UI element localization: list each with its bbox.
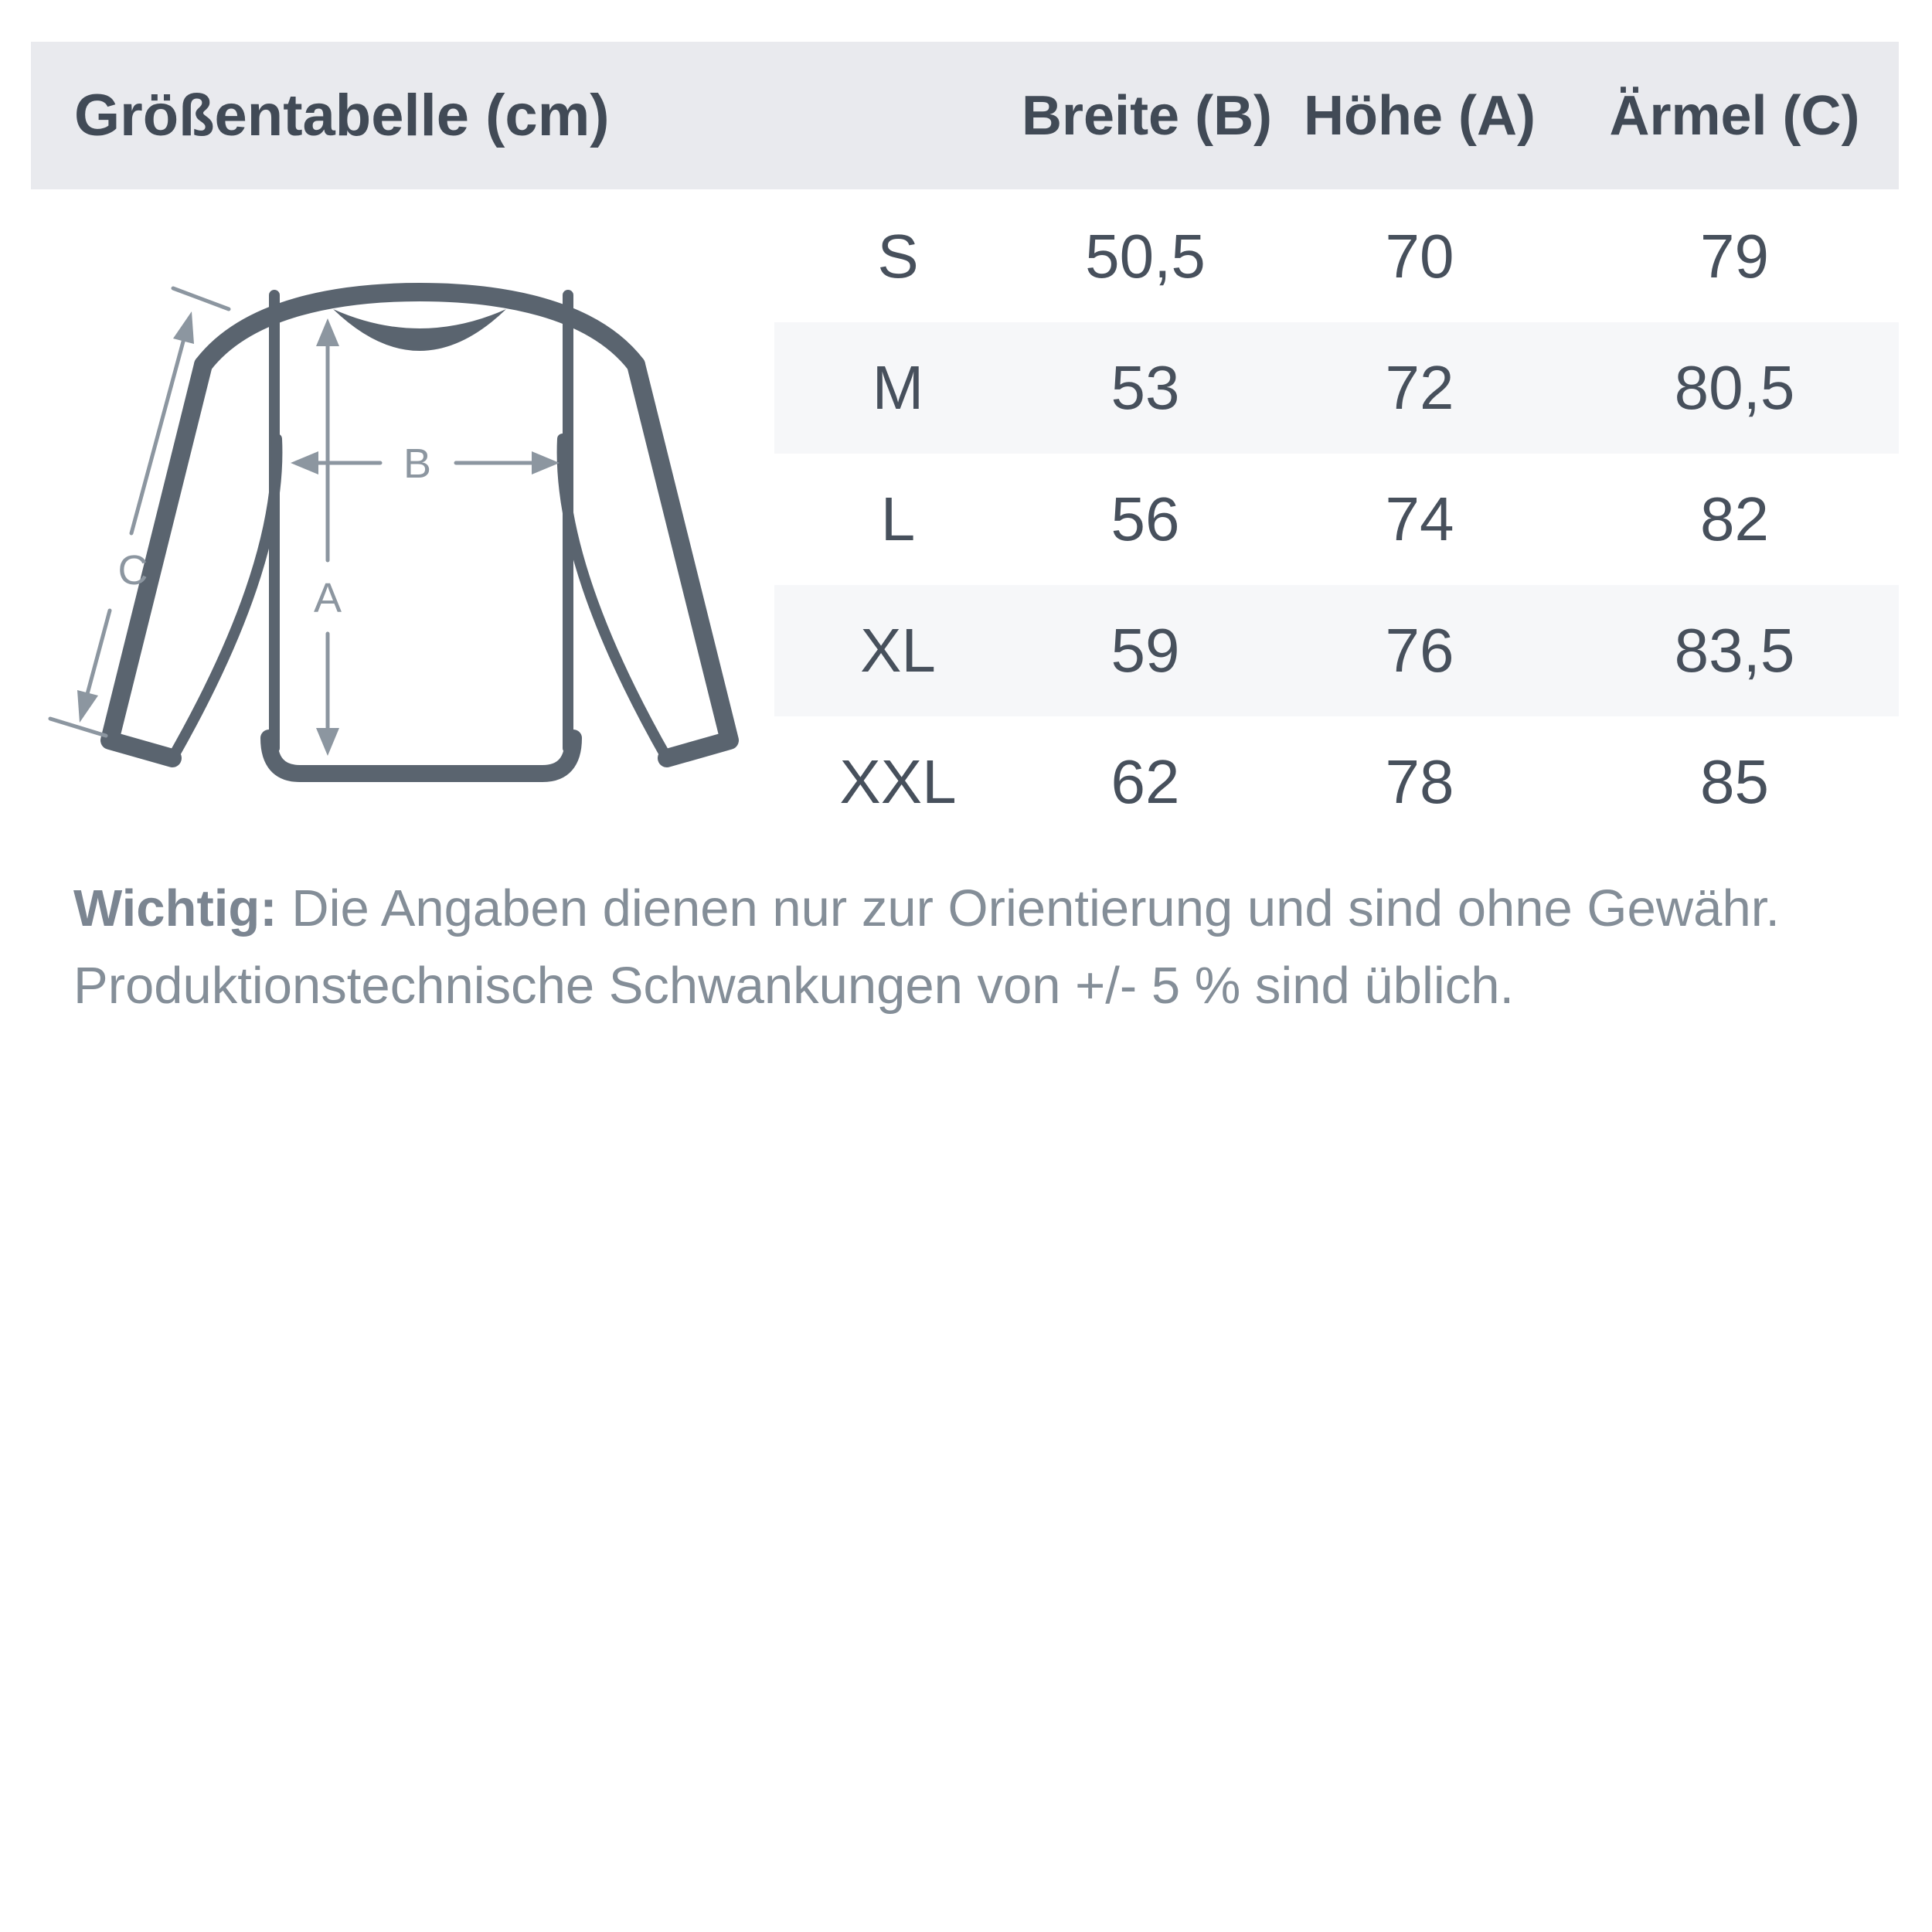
- hoehe-cell: 78: [1385, 747, 1454, 816]
- table-row: S 50,5 70 79: [774, 191, 1899, 322]
- hoehe-cell: 72: [1385, 353, 1454, 422]
- breite-cell: 53: [1111, 353, 1180, 422]
- dimension-label-c: C: [118, 547, 148, 594]
- table-row: XL 59 76 83,5: [774, 585, 1899, 716]
- height-arrow-a-head-bottom: [316, 728, 339, 756]
- height-arrow-a-head-top: [316, 318, 339, 346]
- hoehe-cell: 76: [1385, 616, 1454, 685]
- left-sleeve-inner: [167, 434, 283, 764]
- aermel-cell: 83,5: [1674, 616, 1795, 685]
- table-row: M 53 72 80,5: [774, 322, 1899, 454]
- table-row: L 56 74 82: [774, 454, 1899, 585]
- sleeve-arrow-c-ticks: [48, 286, 231, 738]
- column-header-aermel: Ärmel (C): [1609, 84, 1860, 147]
- hoehe-cell: 74: [1385, 485, 1454, 553]
- header-columns: Breite (B) Höhe (A) Ärmel (C): [774, 42, 1899, 189]
- left-sleeve-outer: [100, 355, 213, 767]
- size-cell: XL: [860, 616, 936, 685]
- page-title: Größentabelle (cm): [74, 83, 610, 148]
- hoehe-cell: 70: [1385, 222, 1454, 291]
- right-sleeve-inner: [556, 434, 672, 764]
- right-sleeve-outer: [627, 355, 739, 767]
- sleeve-arrow-c-head-top: [173, 311, 194, 344]
- collar: [333, 309, 506, 351]
- column-header-hoehe: Höhe (A): [1304, 84, 1536, 147]
- table-row: XXL 62 78 85: [774, 716, 1899, 848]
- size-cell: S: [877, 222, 919, 291]
- column-header-breite: Breite (B): [1022, 84, 1273, 147]
- width-arrow-b-head-right: [532, 451, 560, 474]
- size-cell: XXL: [839, 747, 957, 816]
- aermel-cell: 80,5: [1674, 353, 1795, 422]
- sleeve-arrow-c-shaft: [85, 339, 185, 696]
- footer-line-1-text: Die Angaben dienen nur zur Orientierung …: [277, 879, 1780, 937]
- size-cell: M: [872, 353, 924, 422]
- header-bar: Größentabelle (cm) Breite (B) Höhe (A) Ä…: [31, 42, 1899, 189]
- size-cell: L: [880, 485, 916, 553]
- breite-cell: 62: [1111, 747, 1180, 816]
- breite-cell: 50,5: [1085, 222, 1206, 291]
- body-hem: [260, 730, 582, 782]
- sweater-diagram: A B C: [48, 283, 739, 782]
- sleeve-arrow-c-head-bottom: [77, 690, 98, 723]
- footer-note: Wichtig: Die Angaben dienen nur zur Orie…: [73, 870, 1874, 1025]
- aermel-cell: 79: [1700, 222, 1769, 291]
- dimension-label-b: B: [403, 440, 431, 487]
- aermel-cell: 85: [1700, 747, 1769, 816]
- dimension-label-a: A: [314, 575, 342, 621]
- shoulder-arch: [194, 283, 645, 374]
- footer-line-1: Wichtig: Die Angaben dienen nur zur Orie…: [73, 870, 1874, 947]
- aermel-cell: 82: [1700, 485, 1769, 553]
- breite-cell: 59: [1111, 616, 1180, 685]
- width-arrow-b-head-left: [291, 451, 318, 474]
- size-table: S 50,5 70 79 M 53 72 80,5 L 56 74 82 XL 59 76 83,5 XXL 62…: [774, 191, 1899, 848]
- footer-line-2: Produktionstechnische Schwankungen von +…: [73, 957, 1515, 1015]
- footer-important-label: Wichtig:: [73, 879, 277, 937]
- breite-cell: 56: [1111, 485, 1180, 553]
